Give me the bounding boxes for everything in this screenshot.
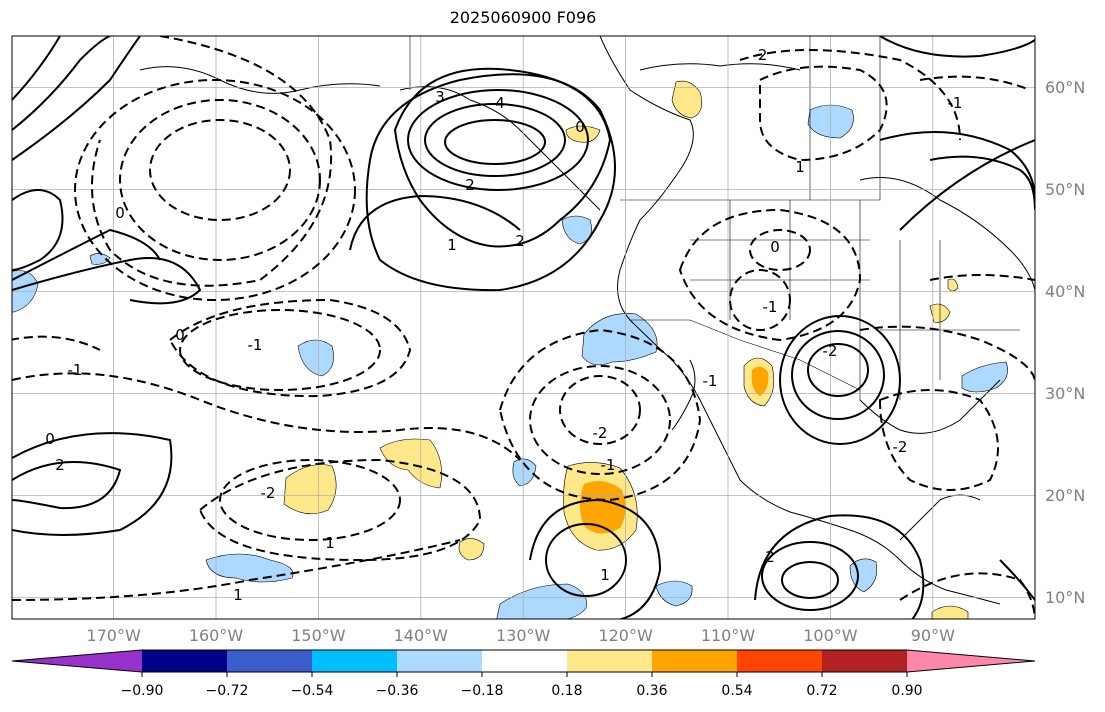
lon-label: 130°W bbox=[496, 626, 551, 645]
lon-label: 110°W bbox=[700, 626, 756, 645]
contour-label: -2 bbox=[823, 342, 838, 360]
map-frame bbox=[11, 35, 1036, 620]
lat-label: 40°N bbox=[1045, 281, 1086, 301]
contour-label: -1 bbox=[948, 94, 963, 112]
contour-label: 4 bbox=[495, 94, 505, 112]
contour-label: -2 bbox=[261, 484, 276, 502]
contour-label: 0 bbox=[770, 238, 780, 256]
contour-label: 2 bbox=[765, 548, 775, 566]
colorbar-segment bbox=[482, 650, 567, 672]
shaded-positive-areas bbox=[283, 80, 969, 619]
colorbar-segment bbox=[907, 650, 1035, 672]
contour-label: 0 bbox=[575, 118, 585, 136]
lon-label: 160°W bbox=[188, 626, 244, 645]
colorbar-tick-label: 0.90 bbox=[891, 683, 923, 699]
contour-label: 1 bbox=[325, 534, 335, 552]
colorbar-tick-label: 0.18 bbox=[551, 683, 583, 699]
lon-label: 170°W bbox=[86, 626, 141, 645]
contour-label: 1 bbox=[447, 236, 457, 254]
colorbar-segment bbox=[397, 650, 482, 672]
negative-contours bbox=[12, 36, 1035, 619]
contour-label: -1 bbox=[601, 456, 616, 474]
contour-label: -1 bbox=[68, 361, 83, 379]
contour-label: 0 bbox=[45, 430, 55, 448]
political-borders bbox=[409, 36, 1020, 400]
contour-label: 1 bbox=[600, 566, 610, 584]
colorbar-segment bbox=[12, 650, 142, 672]
colorbar-segment bbox=[652, 650, 737, 672]
colorbar-tick-label: 0.54 bbox=[721, 683, 753, 699]
colorbar-segment bbox=[227, 650, 312, 672]
contour-label: 1 bbox=[795, 158, 805, 176]
colorbar-segment bbox=[822, 650, 907, 672]
lat-label: 60°N bbox=[1045, 77, 1086, 97]
grid bbox=[12, 36, 1035, 619]
contour-label: -1 bbox=[248, 336, 263, 354]
contour-label: -1 bbox=[763, 298, 778, 316]
coastlines bbox=[139, 36, 1035, 605]
contour-label: 1 bbox=[233, 586, 243, 604]
contour-label: -2 bbox=[753, 46, 768, 64]
colorbar-tick-label: −0.36 bbox=[375, 683, 419, 699]
contour-label: 0 bbox=[115, 204, 125, 222]
colorbar-tick-label: 0.72 bbox=[806, 683, 838, 699]
positive-contours bbox=[12, 36, 1035, 619]
colorbar-segment bbox=[567, 650, 652, 672]
colorbar bbox=[11, 649, 1036, 677]
colorbar-segment bbox=[737, 650, 822, 672]
contour-label: -1 bbox=[703, 372, 718, 390]
colorbar-tick-label: −0.54 bbox=[290, 683, 334, 699]
lon-label: 150°W bbox=[291, 626, 346, 645]
contour-label: 3 bbox=[435, 88, 445, 106]
lon-label: 120°W bbox=[598, 626, 653, 645]
colorbar-segment bbox=[142, 650, 227, 672]
lat-label: 20°N bbox=[1045, 485, 1086, 505]
plot-title: 2025060900 F096 bbox=[449, 8, 597, 27]
lat-label: 50°N bbox=[1045, 179, 1086, 199]
colorbar-tick-label: 0.36 bbox=[636, 683, 668, 699]
colorbar-tick-label: −0.18 bbox=[460, 683, 504, 699]
contour-label: 2 bbox=[55, 456, 65, 474]
lon-label: 90°W bbox=[910, 626, 955, 645]
lat-label: 30°N bbox=[1045, 383, 1086, 403]
contour-label: -2 bbox=[593, 424, 608, 442]
lon-label: 140°W bbox=[393, 626, 448, 645]
colorbar-tick-label: −0.90 bbox=[120, 683, 164, 699]
contour-label: 2 bbox=[515, 232, 525, 250]
lat-label: 10°N bbox=[1045, 587, 1086, 607]
lon-label: 100°W bbox=[803, 626, 858, 645]
colorbar-tick-label: −0.72 bbox=[205, 683, 249, 699]
colorbar-segment bbox=[312, 650, 397, 672]
contour-label: 2 bbox=[465, 176, 475, 194]
contour-label: -2 bbox=[893, 438, 908, 456]
contour-label: 0 bbox=[175, 326, 185, 344]
